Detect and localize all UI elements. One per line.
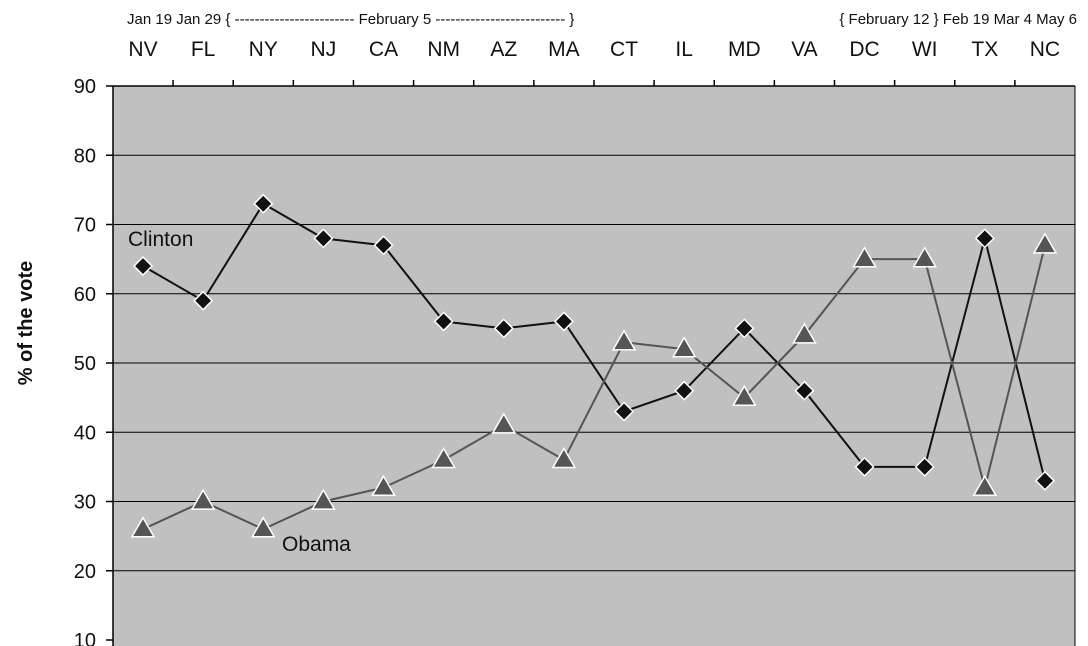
point-clinton-ct: [613, 401, 635, 422]
point-clinton-nj: [313, 228, 334, 249]
point-clinton-az: [493, 318, 514, 339]
point-obama-md: [731, 384, 757, 406]
line-obama: [142, 245, 1046, 531]
x-tick-label-md: MD: [728, 38, 761, 61]
y-tick-label-90: 90: [74, 76, 96, 98]
point-clinton-va: [794, 380, 815, 401]
point-clinton-nc: [1034, 470, 1056, 491]
x-tick-label-nm: NM: [427, 38, 460, 61]
x-tick-label-nc: NC: [1030, 38, 1060, 61]
point-clinton-nm: [433, 311, 454, 332]
series-clinton: [132, 193, 1056, 491]
point-obama-nm: [431, 447, 456, 469]
y-tick-label-40: 40: [74, 422, 96, 444]
date-header-left: Jan 19 Jan 29 { ------------------------…: [127, 11, 574, 28]
series-obama: [130, 232, 1058, 538]
series-layer: [130, 193, 1058, 538]
series-label-obama: Obama: [282, 533, 351, 556]
y-axis-label: % of the vote: [15, 261, 37, 385]
point-clinton-ca: [373, 235, 394, 256]
point-obama-ma: [551, 447, 577, 469]
line-clinton: [142, 202, 1046, 481]
point-clinton-md: [734, 318, 755, 339]
x-tick-label-ct: CT: [610, 38, 638, 61]
point-obama-va: [792, 322, 817, 344]
x-tick-label-ny: NY: [249, 38, 278, 61]
point-obama-nc: [1032, 232, 1058, 254]
point-clinton-dc: [854, 456, 875, 477]
x-tick-label-dc: DC: [849, 38, 879, 61]
point-obama-dc: [852, 246, 877, 268]
point-clinton-fl: [193, 290, 214, 311]
y-tick-labels: 90 80 70 60 50 40 30 20 10: [74, 76, 96, 646]
y-tick-label-70: 70: [74, 215, 96, 237]
point-clinton-wi: [914, 456, 935, 477]
point-obama-ca: [371, 474, 396, 496]
axes: [106, 80, 1076, 646]
y-tick-label-60: 60: [74, 284, 96, 306]
y-tick-label-80: 80: [74, 145, 96, 167]
date-header-right: { February 12 } Feb 19 Mar 4 May 6: [839, 11, 1077, 28]
point-obama-fl: [190, 488, 216, 510]
series-label-clinton: Clinton: [128, 228, 193, 251]
x-tick-label-az: AZ: [490, 38, 517, 61]
point-obama-tx: [972, 474, 998, 496]
point-obama-ny: [250, 516, 276, 538]
point-clinton-nv: [132, 255, 154, 277]
x-tick-label-ma: MA: [548, 38, 580, 61]
point-clinton-il: [674, 380, 695, 401]
y-tick-label-10: 10: [74, 630, 96, 646]
x-tick-label-fl: FL: [191, 38, 216, 61]
point-clinton-tx: [974, 228, 995, 249]
point-obama-il: [671, 336, 697, 358]
x-tick-label-il: IL: [675, 38, 693, 61]
y-tick-label-30: 30: [74, 492, 96, 514]
x-tick-label-nj: NJ: [311, 38, 337, 61]
x-tick-label-tx: TX: [971, 38, 998, 61]
x-tick-label-ca: CA: [369, 38, 398, 61]
point-obama-az: [491, 412, 517, 434]
x-tick-label-wi: WI: [912, 38, 938, 61]
point-obama-wi: [912, 246, 937, 268]
x-tick-labels: NV FL NY NJ CA NM AZ MA CT IL MD VA DC WI TX NC: [128, 38, 1060, 61]
point-clinton-ma: [553, 311, 574, 332]
point-obama-ct: [611, 329, 637, 351]
point-clinton-ny: [253, 193, 274, 214]
y-tick-label-50: 50: [74, 353, 96, 375]
x-tick-label-va: VA: [791, 38, 817, 61]
x-tick-label-nv: NV: [128, 38, 157, 61]
point-obama-nj: [311, 488, 336, 510]
point-obama-nv: [130, 516, 156, 538]
y-tick-label-20: 20: [74, 561, 96, 583]
